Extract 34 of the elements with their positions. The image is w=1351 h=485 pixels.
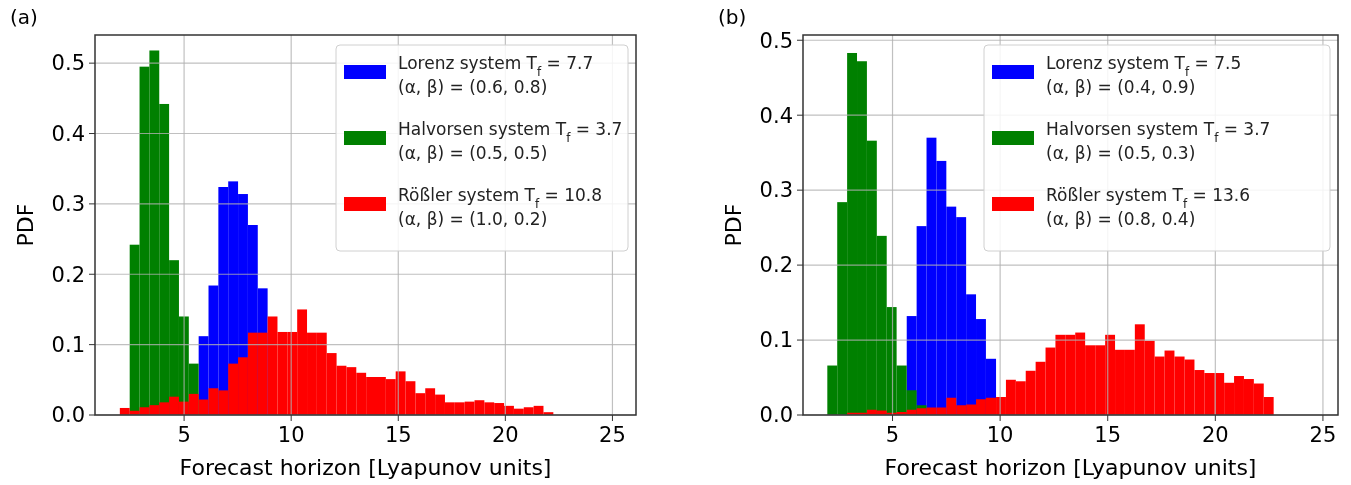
text: Halvorsen system T$_{f}$ = 3.7 (α, β) = (0.5, 0.3) xyxy=(1046,119,1271,163)
x-tick-label: 10 xyxy=(277,423,305,447)
y-tick-label: 0.1 xyxy=(51,332,85,357)
legend-label: Lorenz system T$_{f}$ = 7.5 (α, β) = (0.4, 0.9) xyxy=(1046,53,1242,97)
legend-label: Rößler system T$_{f}$ = 13.6 (α, β) = (0.8, 0.4) xyxy=(1046,185,1251,229)
y-tick-label: 0.3 xyxy=(51,192,85,217)
y-tick-label: 0.5 xyxy=(759,28,793,53)
y-tick-label: 0.0 xyxy=(51,403,85,428)
y-tick-label: 0.4 xyxy=(51,121,85,146)
x-tick-label: 15 xyxy=(384,423,412,447)
y-tick-label: 0.2 xyxy=(759,253,793,278)
x-tick-label: 5 xyxy=(177,423,191,447)
x-tick-label: 15 xyxy=(1094,423,1122,447)
y-tick-label: 0.4 xyxy=(759,103,793,128)
x-tick-label: 25 xyxy=(599,423,626,447)
y-axis-title: PDF xyxy=(721,203,746,247)
text: Halvorsen system T$_{f}$ = 3.7 (α, β) = (0.5, 0.5) xyxy=(398,119,623,163)
x-tick-label: 20 xyxy=(491,423,519,447)
y-axis-title: PDF xyxy=(13,203,38,247)
y-tick-label: 0.2 xyxy=(51,262,85,287)
legend-label: Rößler system T$_{f}$ = 10.8 (α, β) = (1.0, 0.2) xyxy=(398,185,603,229)
legend-label: Lorenz system T$_{f}$ = 7.7 (α, β) = (0.6, 0.8) xyxy=(398,53,594,97)
y-tick-label: 0.3 xyxy=(759,178,793,203)
x-tick-label: 20 xyxy=(1201,423,1229,447)
x-tick-label: 10 xyxy=(986,423,1014,447)
y-tick-label: 0.5 xyxy=(51,51,85,76)
x-axis-title: Forecast horizon [Lyapunov units] xyxy=(884,455,1257,480)
x-axis-title: Forecast horizon [Lyapunov units] xyxy=(179,455,552,480)
y-tick-label: 0.1 xyxy=(759,328,793,353)
x-tick-label: 25 xyxy=(1309,423,1337,447)
x-tick-label: 5 xyxy=(885,423,900,447)
y-tick-label: 0.0 xyxy=(759,403,793,428)
chart-title: (b) xyxy=(718,5,747,29)
chart-title: (a) xyxy=(10,5,38,29)
